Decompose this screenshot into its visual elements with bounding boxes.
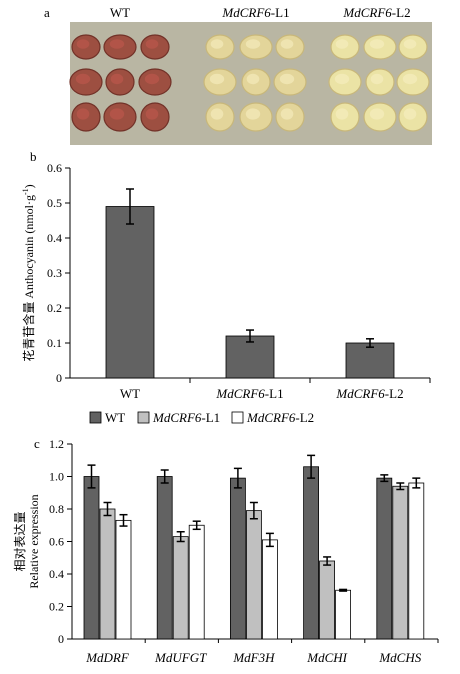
bar-MdCHI-1 bbox=[303, 466, 320, 640]
callus-highlight-3-1-2 bbox=[369, 39, 385, 49]
y-tick-label: 0.3 bbox=[47, 266, 62, 280]
callus-highlight-2-3-1 bbox=[210, 108, 224, 120]
callus-highlight-2-2-1 bbox=[209, 73, 225, 85]
legend-swatch-1 bbox=[89, 411, 102, 424]
callus-clusters bbox=[69, 34, 430, 132]
bar-MdCHI-3 bbox=[335, 589, 352, 640]
legend-label-1: WT bbox=[105, 410, 125, 425]
y-tick-label: 0.4 bbox=[47, 231, 62, 245]
callus-highlight-2-1-3 bbox=[280, 39, 294, 49]
bar-MdDRF-1 bbox=[83, 476, 100, 640]
y-tick-label: 1.2 bbox=[49, 437, 64, 451]
y-tick-label: 0.5 bbox=[47, 196, 62, 210]
bar-MdF3H-2 bbox=[245, 510, 262, 640]
bar-MdCHS-1 bbox=[376, 477, 393, 640]
anthocyanin-chart: 0 0.1 0.2 0.3 0.4 0.5 0.6 WT MdCRF6-L1 MdCRF6-L2 花… bbox=[21, 161, 431, 401]
x-tick-label: MdUFGT bbox=[154, 650, 207, 665]
x-tick-label: MdDRF bbox=[85, 650, 130, 665]
callus-highlight-1-1-1 bbox=[76, 39, 90, 49]
sample-label-1: WT bbox=[110, 5, 130, 20]
bar-MdUFGT-1 bbox=[156, 476, 173, 640]
callus-highlight-3-3-1 bbox=[335, 108, 349, 120]
y-tick-label: 0.6 bbox=[49, 535, 64, 549]
callus-highlight-1-1-3 bbox=[145, 39, 159, 49]
callus-highlight-2-3-3 bbox=[280, 108, 294, 120]
callus-highlight-2-1-1 bbox=[210, 39, 224, 49]
bar bbox=[105, 206, 155, 379]
bar-MdDRF-3 bbox=[115, 519, 132, 640]
bar-MdUFGT-3 bbox=[188, 524, 205, 640]
panel-a-letter: a bbox=[44, 5, 50, 20]
callus-highlight-1-3-3 bbox=[145, 108, 159, 120]
bar-MdUFGT-2 bbox=[172, 536, 189, 640]
bar-MdF3H-3 bbox=[261, 539, 278, 640]
callus-highlight-1-2-2 bbox=[110, 73, 124, 85]
callus-highlight-3-1-1 bbox=[335, 39, 349, 49]
expression-legend: WT MdCRF6-L1 MdCRF6-L2 bbox=[89, 410, 314, 425]
y-tick-label: 0.6 bbox=[47, 161, 62, 175]
callus-highlight-2-3-2 bbox=[245, 108, 261, 120]
callus-highlight-1-2-1 bbox=[75, 73, 91, 85]
bar-MdCHS-3 bbox=[408, 482, 425, 640]
x-tick-label: WT bbox=[120, 386, 140, 401]
legend-label-3: MdCRF6-L2 bbox=[246, 410, 314, 425]
callus-highlight-1-2-3 bbox=[144, 73, 160, 85]
x-tick-label: MdCRF6-L1 bbox=[215, 386, 283, 401]
callus-highlight-2-2-3 bbox=[279, 73, 295, 85]
y-tick-label: 0.4 bbox=[49, 567, 64, 581]
legend-label-2: MdCRF6-L1 bbox=[152, 410, 220, 425]
callus-highlight-3-2-3 bbox=[402, 73, 418, 85]
legend-swatch-3 bbox=[231, 411, 244, 424]
y-tick-label: 0 bbox=[56, 371, 62, 385]
callus-highlight-3-2-2 bbox=[370, 73, 384, 85]
sample-label-3: MdCRF6-L2 bbox=[342, 5, 410, 20]
y-tick-label: 0.1 bbox=[47, 336, 62, 350]
callus-highlight-2-1-2 bbox=[245, 39, 261, 49]
x-tick-label: MdF3H bbox=[232, 650, 275, 665]
y-tick-label: 1.0 bbox=[49, 470, 64, 484]
y-tick-label: 0.2 bbox=[47, 301, 62, 315]
x-tick-label: MdCHI bbox=[306, 650, 347, 665]
x-tick-label: MdCHS bbox=[378, 650, 421, 665]
callus-highlight-1-3-1 bbox=[76, 108, 90, 120]
y-axis-label: 花青苷含量 Anthocyanin (nmol·g-1) bbox=[21, 184, 36, 361]
panel-a-sample-labels: WT MdCRF6-L1 MdCRF6-L2 bbox=[110, 5, 411, 20]
expression-chart: 0 0.2 0.4 0.6 0.8 1.0 1.2 MdDRF MdUFGT MdF3H MdCHI… bbox=[13, 437, 439, 665]
callus-highlight-2-2-2 bbox=[246, 73, 260, 85]
bar bbox=[345, 342, 395, 379]
x-tick-label: MdCRF6-L2 bbox=[335, 386, 403, 401]
bar-MdF3H-1 bbox=[229, 477, 246, 640]
bar-MdCHS-2 bbox=[392, 485, 409, 640]
bar-MdCHI-2 bbox=[319, 560, 336, 640]
callus-highlight-1-3-2 bbox=[109, 108, 125, 120]
y-axis-label-cn: 相对表达量 bbox=[13, 511, 27, 571]
callus-highlight-3-3-3 bbox=[403, 108, 417, 120]
bar bbox=[225, 335, 275, 379]
panel-b-letter: b bbox=[30, 149, 37, 164]
y-tick-label: 0.8 bbox=[49, 502, 64, 516]
legend-swatch-2 bbox=[137, 411, 150, 424]
callus-highlight-3-3-2 bbox=[369, 108, 385, 120]
bar-MdDRF-2 bbox=[99, 508, 116, 640]
callus-highlight-3-1-3 bbox=[403, 39, 417, 49]
panel-c-letter: c bbox=[34, 436, 40, 451]
callus-highlight-1-1-2 bbox=[109, 39, 125, 49]
callus-highlight-3-2-1 bbox=[334, 73, 350, 85]
y-tick-label: 0.2 bbox=[49, 600, 64, 614]
y-axis-label-en: Relative expression bbox=[27, 494, 41, 588]
sample-label-2: MdCRF6-L1 bbox=[221, 5, 289, 20]
y-tick-label: 0 bbox=[58, 632, 64, 646]
